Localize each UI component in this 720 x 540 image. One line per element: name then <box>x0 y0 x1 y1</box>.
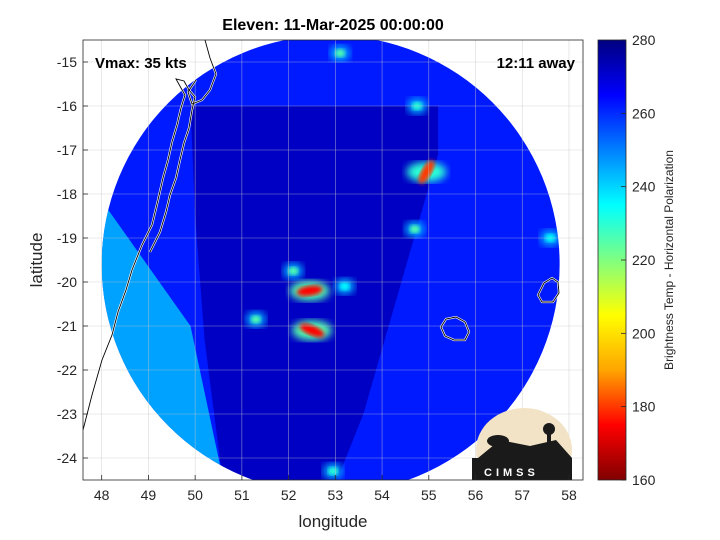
y-tick-label-7: -22 <box>57 362 77 378</box>
y-axis-label: latitude <box>27 233 46 288</box>
madagascar-coastline-edge <box>83 78 196 431</box>
y-tick-label-5: -20 <box>57 274 77 290</box>
y-ticks: -15 -16 -17 -18 -19 -20 -21 -22 -23 -24 <box>57 54 88 466</box>
y-tick-label-6: -21 <box>57 318 77 334</box>
mauritius-island-edge <box>537 277 560 303</box>
x-ticks: 48 49 50 51 52 53 54 55 56 57 58 <box>94 475 577 503</box>
x-tick-label-7: 55 <box>421 487 437 503</box>
distance-annotation: 12:11 away <box>497 55 576 72</box>
logo-tower-top <box>543 423 555 435</box>
colorbar-tick-label-0: 160 <box>632 472 656 488</box>
y-tick-label-3: -18 <box>57 186 77 202</box>
cold-feature-5 <box>288 267 299 275</box>
x-tick-label-1: 49 <box>141 487 157 503</box>
x-tick-label-6: 54 <box>374 487 390 503</box>
y-tick-label-4: -19 <box>57 230 77 246</box>
cimss-logo: CIMSS <box>472 408 572 480</box>
x-tick-label-4: 52 <box>281 487 297 503</box>
y-tick-label-2: -17 <box>57 142 77 158</box>
colorbar-ticks: 160 180 200 220 240 260 280 <box>621 32 656 488</box>
x-tick-label-0: 48 <box>94 487 110 503</box>
madagascar-west-coast-segment <box>83 40 101 46</box>
logo-tower <box>547 430 551 458</box>
cold-feature-1 <box>299 323 325 338</box>
colorbar-tick-label-1: 180 <box>632 399 656 415</box>
x-tick-label-10: 58 <box>561 487 577 503</box>
y-tick-label-9: -24 <box>57 450 77 466</box>
plot-area: CIMSS <box>83 40 583 480</box>
x-tick-label-2: 50 <box>187 487 203 503</box>
cold-feature-3 <box>250 315 261 324</box>
chart-title: Eleven: 11-Mar-2025 00:00:00 <box>222 17 444 34</box>
madagascar-north-coast-edge <box>187 40 217 105</box>
x-tick-label-9: 57 <box>514 487 530 503</box>
logo-base <box>472 458 572 480</box>
logo-dish <box>487 435 509 447</box>
logo-text: CIMSS <box>484 467 539 479</box>
cold-feature-0 <box>296 285 323 297</box>
cold-feature-4 <box>339 282 350 291</box>
colorbar-tick-label-2: 200 <box>632 325 656 341</box>
vmax-annotation: Vmax: 35 kts <box>95 55 187 72</box>
cold-feature-2 <box>418 160 435 184</box>
y-tick-label-0: -15 <box>57 54 77 70</box>
x-axis-label: longitude <box>298 512 367 531</box>
y-tick-label-8: -23 <box>57 406 77 422</box>
plot-frame <box>82 39 584 481</box>
cold-features <box>245 45 560 480</box>
swath-image <box>101 40 560 480</box>
colorbar-tick-label-6: 280 <box>632 32 656 48</box>
x-tick-label-3: 51 <box>234 487 250 503</box>
cold-feature-6 <box>335 49 346 58</box>
colorbar-tick-label-5: 260 <box>632 105 656 121</box>
cold-feature-10 <box>328 467 338 476</box>
reunion-island-edge <box>440 316 470 341</box>
x-tick-label-5: 53 <box>328 487 344 503</box>
colorbar-label: Brightness Temp - Horizontal Polarizatio… <box>662 150 676 370</box>
y-tick-label-1: -16 <box>57 98 77 114</box>
coastlines-outline <box>83 40 560 431</box>
colorbar-tick-label-4: 240 <box>632 179 656 195</box>
cold-feature-7 <box>409 225 420 234</box>
x-tick-label-8: 56 <box>468 487 484 503</box>
colorbar-tick-label-3: 220 <box>632 252 656 268</box>
